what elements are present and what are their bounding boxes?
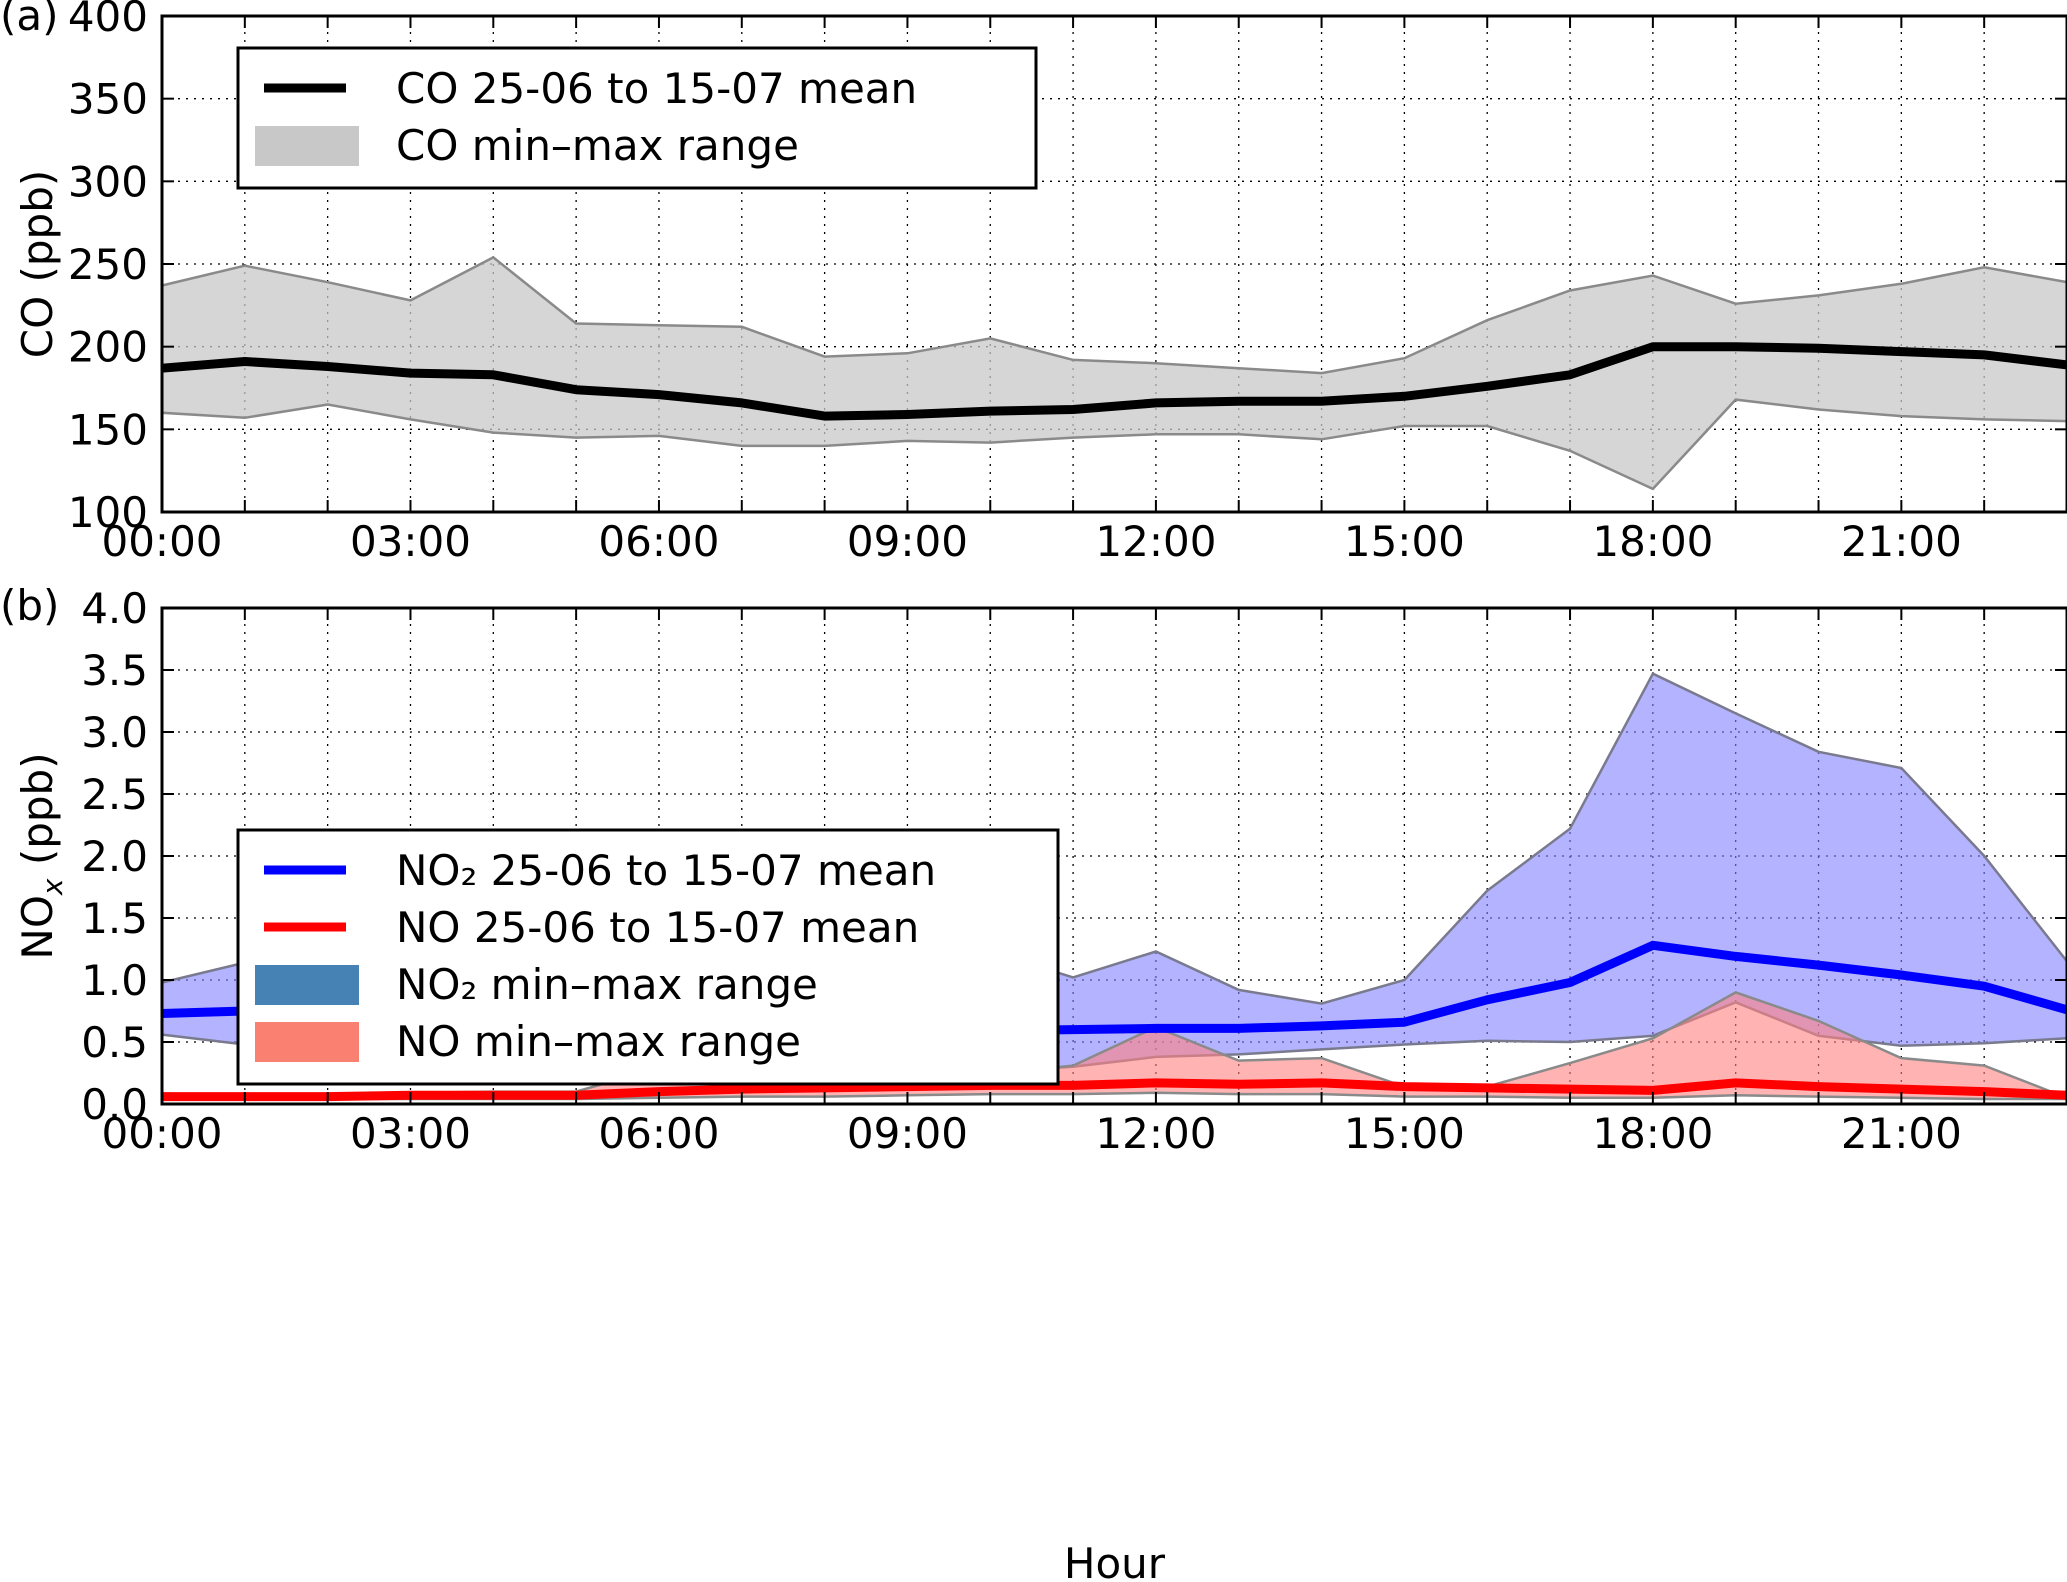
x-tick-label: 00:00: [101, 517, 222, 566]
x-tick-label: 12:00: [1095, 1109, 1216, 1158]
y-tick-label: 1.5: [81, 894, 148, 943]
x-tick-label: 06:00: [598, 517, 719, 566]
panel-b-ylabel-tail: (ppb): [13, 752, 62, 878]
panel-b-legend: NO₂ 25-06 to 15-07 mean NO 25-06 to 15-07…: [236, 828, 1060, 1086]
panel-b-ylabel-sub: x: [36, 878, 69, 896]
legend-patch-swatch: [255, 126, 359, 166]
panel-a-ticks: 00:00 03:00 06:00 09:00 12:00 15:00 18:00 21:00…: [68, 0, 2067, 566]
legend-label: NO₂ 25-06 to 15-07 mean: [396, 846, 936, 895]
y-tick-label: 300: [68, 157, 148, 206]
y-tick-label: 150: [68, 405, 148, 454]
x-tick-label: 03:00: [350, 517, 471, 566]
y-tick-label: 1.0: [81, 956, 148, 1005]
y-tick-label: 250: [68, 240, 148, 289]
x-tick-label: 09:00: [847, 517, 968, 566]
y-tick-label: 3.0: [81, 708, 148, 757]
panel-a-lines: [161, 342, 2067, 421]
panel-b-ticks: 00:00 03:00 06:00 09:00 12:00 15:00 18:00 21:00…: [81, 584, 2067, 1158]
panel-b-xlabel: Hour: [1064, 1539, 1166, 1582]
panel-a-label: (a): [0, 0, 59, 40]
y-tick-label: 3.5: [81, 646, 148, 695]
panel-a-co: 00:00 03:00 06:00 09:00 12:00 15:00 18:00 21:00…: [0, 0, 2067, 566]
x-tick-label: 09:00: [847, 1109, 968, 1158]
panel-b-label: (b): [0, 581, 59, 630]
legend-patch-swatch: [255, 1022, 359, 1062]
legend-label: NO₂ min–max range: [396, 960, 818, 1009]
legend-patch-swatch: [255, 965, 359, 1005]
legend-label: CO 25-06 to 15-07 mean: [396, 64, 917, 113]
series-line-1: [162, 1078, 2067, 1102]
y-tick-label: 350: [68, 75, 148, 124]
y-tick-label: 0.0: [81, 1080, 148, 1129]
panel-a-legend: CO 25-06 to 15-07 mean CO min–max range: [236, 46, 1038, 190]
x-tick-label: 15:00: [1344, 1109, 1465, 1158]
y-tick-label: 2.5: [81, 770, 148, 819]
panel-a-ylabel: CO (ppb): [13, 170, 62, 359]
x-tick-label: 00:00: [101, 1109, 222, 1158]
panel-b-nox: 00:00 03:00 06:00 09:00 12:00 15:00 18:00 21:00…: [0, 581, 2067, 1582]
y-tick-label: 100: [68, 488, 148, 537]
x-tick-label: 18:00: [1592, 517, 1713, 566]
legend-box: [236, 46, 1038, 190]
legend-label: NO min–max range: [396, 1017, 801, 1066]
x-tick-label: 21:00: [1841, 517, 1962, 566]
y-tick-label: 400: [68, 0, 148, 41]
band-0: [160, 255, 2067, 491]
x-tick-label: 06:00: [598, 1109, 719, 1158]
y-tick-label: 4.0: [81, 584, 148, 633]
x-tick-label: 12:00: [1095, 517, 1216, 566]
series-line-0: [161, 342, 2067, 421]
y-tick-label: 200: [68, 323, 148, 372]
panel-a-bands: [160, 255, 2067, 491]
x-tick-label: 15:00: [1344, 517, 1465, 566]
panel-b-ylabel: NOx (ppb): [13, 752, 69, 959]
x-tick-label: 21:00: [1841, 1109, 1962, 1158]
x-tick-label: 03:00: [350, 1109, 471, 1158]
x-tick-label: 18:00: [1592, 1109, 1713, 1158]
y-tick-label: 0.5: [81, 1018, 148, 1067]
panel-b-ylabel-main: NO: [13, 895, 62, 959]
legend-label: NO 25-06 to 15-07 mean: [396, 903, 919, 952]
y-tick-label: 2.0: [81, 832, 148, 881]
legend-label: CO min–max range: [396, 121, 799, 170]
legend-box: [236, 828, 1060, 1086]
